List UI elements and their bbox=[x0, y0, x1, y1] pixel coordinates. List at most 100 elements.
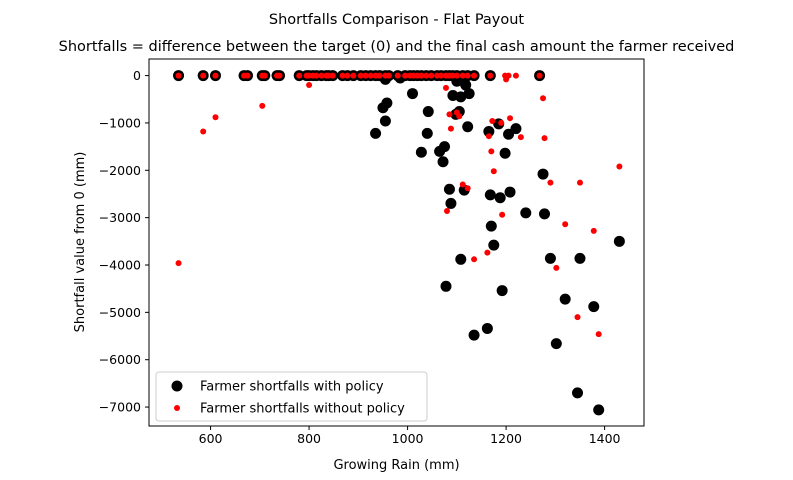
y-tick-label: 0 bbox=[133, 68, 141, 83]
point-with-policy bbox=[499, 147, 511, 159]
point-with-policy bbox=[462, 121, 474, 133]
point-without-policy bbox=[456, 113, 463, 120]
point-without-policy bbox=[547, 179, 554, 186]
point-with-policy bbox=[504, 186, 516, 198]
point-with-policy bbox=[439, 141, 451, 153]
point-without-policy bbox=[489, 118, 496, 125]
point-without-policy bbox=[503, 76, 510, 83]
point-with-policy bbox=[445, 197, 457, 209]
point-with-policy bbox=[455, 91, 467, 103]
point-with-policy bbox=[537, 168, 549, 180]
legend-label-without-policy: Farmer shortfalls without policy bbox=[200, 402, 405, 417]
point-without-policy bbox=[517, 134, 524, 141]
point-without-policy bbox=[367, 72, 374, 79]
point-without-policy bbox=[376, 72, 383, 79]
point-without-policy bbox=[212, 72, 219, 79]
point-without-policy bbox=[490, 168, 497, 175]
point-with-policy bbox=[572, 387, 584, 399]
point-with-policy bbox=[437, 156, 449, 168]
y-ticks: 0 −1000 −2000 −3000 −4000 −5000 −6000 −7000 bbox=[99, 68, 149, 415]
point-without-policy bbox=[438, 72, 445, 79]
point-without-policy bbox=[306, 82, 313, 89]
point-without-policy bbox=[595, 331, 602, 338]
point-without-policy bbox=[261, 72, 268, 79]
y-axis-label: Shortfall value from 0 (mm) bbox=[73, 152, 88, 333]
x-axis-label: Growing Rain (mm) bbox=[333, 458, 459, 473]
point-with-policy bbox=[488, 239, 500, 251]
point-without-policy bbox=[471, 72, 478, 79]
point-with-policy bbox=[539, 208, 551, 220]
point-without-policy bbox=[459, 72, 466, 79]
point-without-policy bbox=[200, 128, 207, 135]
legend-label-with-policy: Farmer shortfalls with policy bbox=[200, 380, 384, 395]
point-with-policy bbox=[370, 127, 382, 139]
x-tick-label: 1000 bbox=[392, 431, 424, 446]
point-without-policy bbox=[443, 208, 450, 215]
point-without-policy bbox=[553, 264, 560, 271]
point-without-policy bbox=[339, 72, 346, 79]
point-with-policy bbox=[407, 88, 419, 100]
y-tick-label: −4000 bbox=[99, 257, 141, 272]
points-layer bbox=[173, 70, 625, 416]
point-without-policy bbox=[329, 72, 336, 79]
x-tick-label: 600 bbox=[199, 431, 223, 446]
point-with-policy bbox=[550, 338, 562, 350]
point-with-policy bbox=[496, 285, 508, 297]
point-without-policy bbox=[418, 72, 425, 79]
legend-box bbox=[155, 371, 428, 422]
point-without-policy bbox=[212, 114, 219, 121]
point-without-policy bbox=[459, 181, 466, 188]
point-without-policy bbox=[175, 260, 182, 267]
y-tick-label: −5000 bbox=[99, 305, 141, 320]
point-with-policy bbox=[494, 192, 506, 204]
point-without-policy bbox=[562, 221, 569, 228]
point-without-policy bbox=[318, 72, 325, 79]
x-ticks: 600 800 1000 1200 1400 bbox=[199, 426, 621, 446]
point-with-policy bbox=[381, 97, 393, 109]
point-without-policy bbox=[464, 185, 471, 192]
point-without-policy bbox=[446, 111, 453, 118]
point-without-policy bbox=[443, 84, 449, 91]
point-without-policy bbox=[574, 314, 581, 321]
point-with-policy bbox=[463, 88, 475, 100]
point-with-policy bbox=[559, 293, 571, 305]
point-without-policy bbox=[485, 133, 492, 140]
point-without-policy bbox=[423, 72, 430, 79]
point-without-policy bbox=[394, 72, 401, 79]
point-without-policy bbox=[487, 72, 494, 79]
point-with-policy bbox=[451, 75, 463, 87]
point-without-policy bbox=[541, 135, 548, 142]
x-tick-label: 800 bbox=[297, 431, 321, 446]
y-tick-label: −2000 bbox=[99, 163, 141, 178]
point-without-policy bbox=[344, 72, 351, 79]
point-with-policy bbox=[593, 404, 605, 416]
point-without-policy bbox=[357, 72, 364, 79]
point-without-policy bbox=[385, 72, 392, 79]
point-without-policy bbox=[590, 227, 597, 234]
legend-marker-without-policy bbox=[174, 405, 180, 411]
y-tick-label: −3000 bbox=[99, 210, 141, 225]
x-tick-label: 1400 bbox=[589, 431, 621, 446]
point-without-policy bbox=[175, 72, 182, 79]
point-with-policy bbox=[415, 146, 427, 158]
point-without-policy bbox=[512, 72, 519, 79]
point-without-policy bbox=[488, 148, 495, 155]
point-without-policy bbox=[313, 72, 320, 79]
point-with-policy bbox=[421, 127, 433, 139]
chart-suptitle: Shortfalls Comparison - Flat Payout bbox=[269, 12, 525, 28]
plot-area: 600 800 1000 1200 1400 0 −1000 −2000 −3000 −4000… bbox=[99, 58, 645, 446]
point-with-policy bbox=[483, 125, 495, 137]
point-without-policy bbox=[540, 95, 547, 102]
point-without-policy bbox=[576, 179, 583, 186]
point-with-policy bbox=[481, 322, 493, 334]
chart-title: Shortfalls = difference between the targ… bbox=[59, 39, 735, 55]
point-with-policy bbox=[544, 252, 556, 264]
point-without-policy bbox=[428, 72, 435, 79]
point-without-policy bbox=[362, 72, 369, 79]
point-with-policy bbox=[588, 301, 600, 313]
point-with-policy bbox=[440, 280, 452, 292]
point-with-policy bbox=[510, 123, 522, 135]
point-with-policy bbox=[468, 329, 480, 341]
point-without-policy bbox=[296, 72, 303, 79]
